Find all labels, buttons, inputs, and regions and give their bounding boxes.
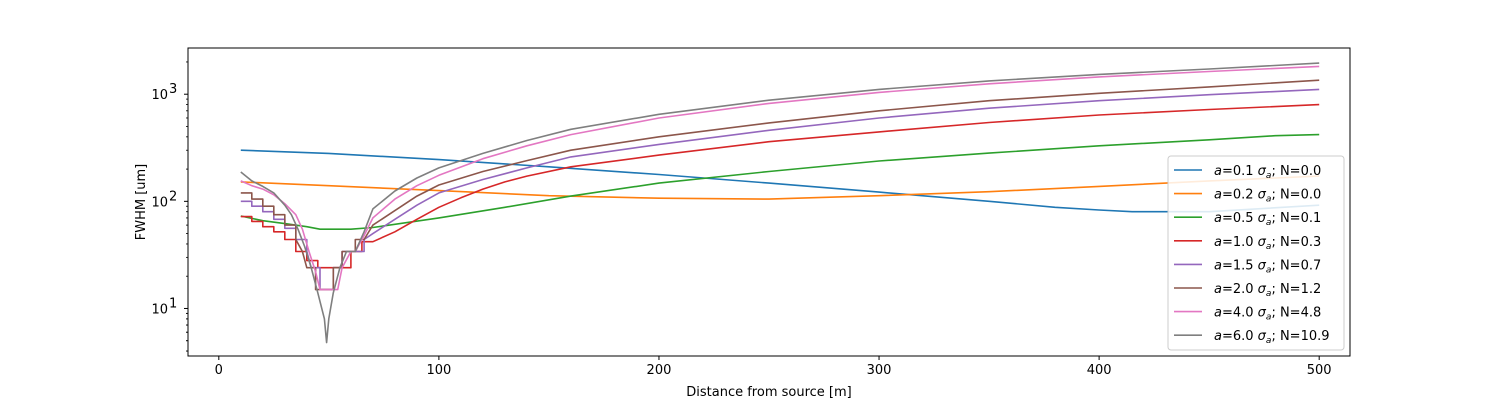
series-line-1	[240, 149, 1320, 213]
plot-frame	[187, 47, 1351, 357]
legend-entry-label: a=0.1 σa; N=0.0	[1214, 164, 1321, 181]
legend-entry-label: a=2.0 σa; N=1.2	[1214, 282, 1321, 299]
series-layer	[240, 62, 1320, 344]
y-tick-label: 10	[151, 195, 168, 210]
x-tick-label: 0	[215, 363, 223, 378]
x-tick-label: 400	[1087, 363, 1112, 378]
series-line-2	[240, 175, 1320, 200]
x-tick-label: 200	[647, 363, 672, 378]
legend-entry-label: a=1.5 σa; N=0.7	[1214, 258, 1321, 275]
y-tick-label: 10	[151, 302, 168, 317]
y-axis-label: FWHM [um]	[134, 164, 149, 241]
series-line-6	[240, 79, 1320, 291]
legend-entry-label: a=6.0 σa; N=10.9	[1214, 329, 1330, 346]
legend-entry-label: a=4.0 σa; N=4.8	[1214, 306, 1321, 323]
x-axis-label: Distance from source [m]	[686, 385, 851, 400]
x-tick-label: 500	[1307, 363, 1332, 378]
series-line-3	[240, 133, 1320, 230]
y-tick-label-exponent: 2	[169, 189, 177, 204]
legend: a=0.1 σa; N=0.0 a=0.2 σa; N=0.0 a=0.5 σa; …	[1167, 155, 1345, 351]
legend-entry-label: a=1.0 σa; N=0.3	[1214, 235, 1321, 252]
x-tick-label: 100	[426, 363, 451, 378]
x-axis: 0 100 200 300 400 500	[215, 356, 1332, 378]
legend-entry-label: a=0.2 σa; N=0.0	[1214, 188, 1321, 205]
series-line-8	[240, 62, 1320, 344]
y-tick-label-exponent: 1	[169, 296, 177, 311]
legend-entry-label: a=0.5 σa; N=0.1	[1214, 211, 1321, 228]
legend-box	[1167, 155, 1345, 351]
y-tick-label-exponent: 3	[169, 82, 177, 97]
x-tick-label: 300	[867, 363, 892, 378]
y-tick-label: 10	[151, 88, 168, 103]
